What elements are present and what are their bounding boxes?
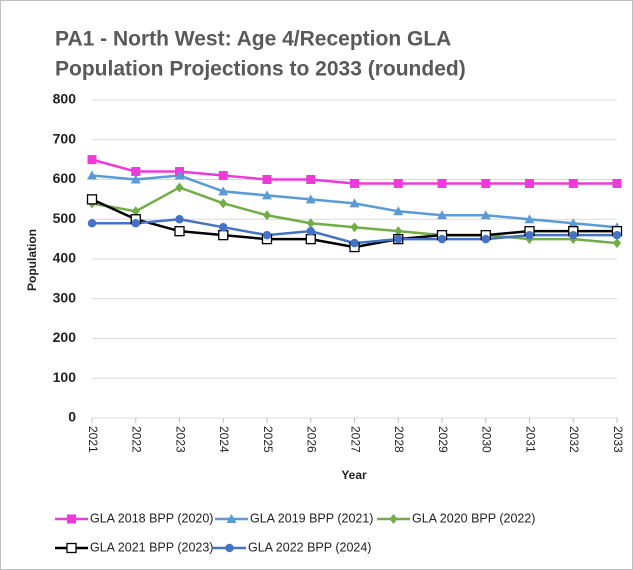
y-tick-label: 600 (53, 170, 77, 186)
marker (219, 223, 228, 232)
x-tick-label: 2022 (130, 426, 144, 453)
marker (67, 514, 76, 524)
marker (131, 206, 140, 217)
marker (480, 210, 491, 220)
marker (66, 542, 77, 554)
marker (262, 190, 272, 200)
marker (218, 229, 229, 241)
marker (174, 170, 185, 180)
x-tick-label: 2033 (611, 426, 625, 453)
x-axis-label: Year (341, 468, 367, 482)
marker (130, 174, 141, 184)
marker (226, 514, 237, 523)
marker (612, 230, 622, 240)
marker (219, 198, 228, 209)
marker (131, 219, 140, 228)
marker (305, 233, 316, 245)
legend-label: GLA 2018 BPP (2020) (90, 511, 213, 525)
marker (262, 230, 272, 240)
x-tick-label: 2024 (217, 426, 231, 453)
y-tick-label: 500 (53, 210, 77, 226)
x-tick-label: 2029 (436, 426, 450, 453)
x-tick-label: 2021 (86, 426, 100, 453)
marker (131, 167, 141, 177)
marker (350, 178, 359, 188)
marker (481, 178, 491, 188)
chart-title: PA1 - North West: Age 4/Reception GLA (55, 28, 451, 51)
marker (393, 206, 404, 216)
marker (306, 175, 316, 184)
marker (306, 226, 315, 236)
y-tick-label: 400 (53, 250, 77, 266)
marker (389, 514, 398, 524)
marker (262, 175, 272, 184)
marker (481, 234, 490, 244)
legend-label: GLA 2019 BPP (2021) (250, 511, 373, 525)
x-tick-label: 2025 (261, 426, 275, 453)
y-tick-label: 800 (53, 91, 77, 107)
marker (306, 218, 315, 229)
y-tick-label: 700 (53, 130, 77, 146)
x-tick-label: 2030 (480, 426, 494, 453)
y-axis-label: Population (25, 229, 39, 291)
x-tick-label: 2032 (567, 426, 581, 453)
marker (437, 210, 447, 220)
marker (568, 178, 578, 188)
marker (175, 215, 184, 224)
marker (525, 178, 534, 188)
marker (174, 226, 185, 237)
y-tick-label: 200 (53, 329, 77, 345)
legend-label: GLA 2021 BPP (2023) (90, 540, 213, 554)
marker (437, 178, 447, 188)
marker (349, 198, 360, 208)
marker (524, 214, 535, 224)
x-tick-label: 2027 (348, 426, 362, 453)
marker (87, 155, 97, 165)
marker (569, 230, 578, 240)
marker (437, 234, 447, 244)
marker (393, 178, 403, 188)
marker (612, 178, 622, 188)
marker (175, 182, 184, 193)
marker (87, 170, 97, 180)
marker (225, 543, 234, 553)
marker (218, 171, 228, 181)
marker (263, 210, 271, 221)
marker (350, 222, 359, 233)
y-tick-label: 300 (53, 289, 77, 305)
marker (86, 194, 98, 205)
chart-title: Population Projections to 2033 (rounded) (55, 58, 466, 81)
marker (218, 186, 229, 196)
x-tick-label: 2028 (392, 426, 406, 453)
y-tick-label: 0 (68, 409, 76, 425)
marker (568, 218, 579, 228)
legend-label: GLA 2022 BPP (2024) (248, 540, 371, 554)
marker (394, 234, 403, 244)
x-tick-label: 2026 (305, 426, 319, 453)
marker (305, 194, 316, 204)
x-tick-label: 2023 (173, 426, 187, 453)
marker (525, 230, 534, 240)
marker (87, 219, 97, 228)
x-tick-label: 2031 (523, 426, 537, 453)
marker (613, 238, 621, 249)
y-tick-label: 100 (53, 369, 77, 385)
marker (394, 226, 403, 237)
marker (350, 238, 359, 248)
legend-label: GLA 2020 BPP (2022) (412, 511, 535, 525)
